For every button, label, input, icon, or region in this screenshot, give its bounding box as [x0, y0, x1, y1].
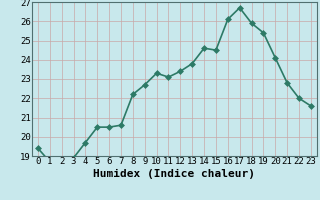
X-axis label: Humidex (Indice chaleur): Humidex (Indice chaleur) — [93, 169, 255, 179]
